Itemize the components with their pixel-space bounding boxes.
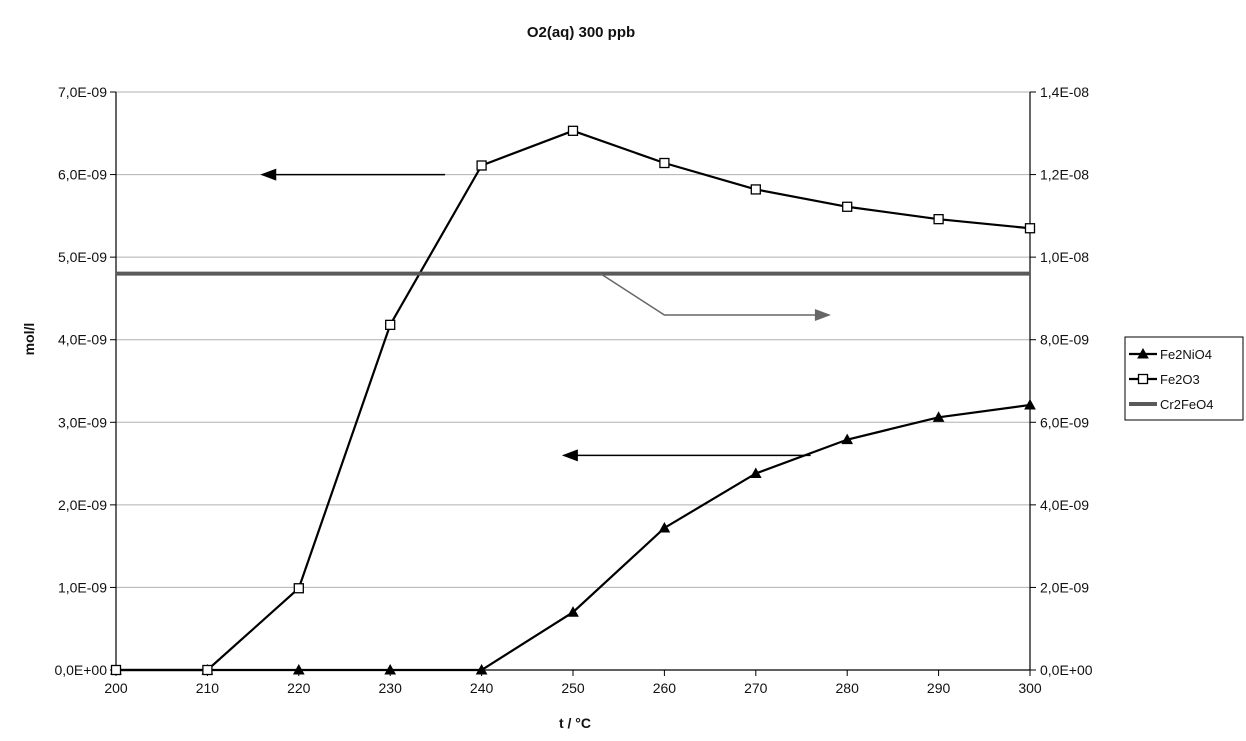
annotation-arrow-head — [561, 449, 578, 462]
data-point — [750, 184, 761, 195]
data-point — [292, 663, 305, 675]
y-axis-title: mol/l — [21, 323, 37, 356]
data-point — [659, 157, 670, 169]
y-tick-label: 2,0E-09 — [58, 497, 107, 513]
data-point — [1137, 347, 1149, 359]
y-tick-label: 4,0E-09 — [58, 332, 107, 348]
data-point — [384, 663, 397, 675]
y-tick-label: 5,0E-09 — [58, 249, 107, 265]
y2-tick-label: 4,0E-09 — [1040, 497, 1089, 513]
data-point — [1024, 223, 1036, 234]
data-point — [567, 606, 579, 617]
legend: Fe2NiO4 Fe2O3 Cr2FeO4 — [1124, 336, 1244, 421]
data-point — [202, 664, 213, 676]
legend-item-cr2feo4: Cr2FeO4 — [1129, 397, 1213, 412]
x-tick-label: 250 — [561, 680, 585, 696]
y-tick-label: 1,0E-09 — [58, 579, 107, 595]
y2-tick-label: 1,0E-08 — [1040, 249, 1089, 265]
y2-tick-label: 1,4E-08 — [1040, 84, 1089, 100]
x-tick-label: 230 — [379, 680, 403, 696]
data-point — [841, 433, 854, 445]
legend-label: Fe2NiO4 — [1160, 347, 1212, 362]
data-point — [476, 160, 487, 171]
y-tick-label: 6,0E-09 — [58, 167, 107, 183]
annotation-arrow-line — [600, 273, 829, 316]
data-point — [842, 201, 853, 212]
y2-tick-label: 6,0E-09 — [1040, 414, 1089, 430]
y-tick-label: 3,0E-09 — [58, 414, 107, 430]
x-axis-title: t / °C — [559, 715, 591, 731]
legend-items: Fe2NiO4 Fe2O3 Cr2FeO4 — [1129, 347, 1213, 412]
annotation-arrow-head — [814, 308, 831, 321]
legend-label: Fe2O3 — [1160, 372, 1200, 387]
x-tick-label: 260 — [653, 680, 677, 696]
data-point — [749, 467, 762, 478]
x-tick-label: 290 — [927, 680, 951, 696]
x-tick-label: 280 — [836, 680, 860, 696]
x-tick-label: 210 — [196, 680, 220, 696]
data-point — [385, 319, 396, 331]
annotation-layer — [260, 168, 831, 462]
data-point — [1137, 373, 1149, 385]
y2-tick-label: 2,0E-09 — [1040, 579, 1089, 595]
data-point — [933, 214, 944, 225]
x-tick-label: 200 — [104, 680, 128, 696]
series-layer — [110, 125, 1036, 676]
annotation-arrow-head — [260, 168, 277, 181]
data-point — [110, 664, 122, 676]
axis-layer: 0,0E+00 1,0E-09 2,0E-09 3,0E-09 4,0E-09 5,0E-… — [54, 84, 1092, 696]
data-point — [475, 663, 488, 675]
chart-title: O2(aq) 300 ppb — [527, 24, 635, 41]
y-tick-label: 7,0E-09 — [58, 84, 107, 100]
legend-item-fe2o3: Fe2O3 — [1129, 372, 1200, 387]
data-point — [293, 583, 304, 594]
y-tick-label: 0,0E+00 — [54, 662, 107, 678]
data-point — [932, 411, 945, 422]
x-tick-label: 240 — [470, 680, 494, 696]
x-tick-label: 270 — [744, 680, 768, 696]
data-point — [1024, 398, 1036, 410]
series-fe2o3 — [110, 125, 1036, 676]
x-tick-label: 220 — [287, 680, 311, 696]
y2-tick-label: 1,2E-08 — [1040, 167, 1089, 183]
y2-tick-label: 8,0E-09 — [1040, 332, 1089, 348]
legend-item-fe2nio4: Fe2NiO4 — [1129, 347, 1212, 362]
y2-tick-label: 0,0E+00 — [1040, 662, 1093, 678]
legend-label: Cr2FeO4 — [1160, 397, 1213, 412]
data-point — [658, 521, 671, 533]
x-tick-label: 300 — [1018, 680, 1042, 696]
data-point — [567, 125, 579, 136]
